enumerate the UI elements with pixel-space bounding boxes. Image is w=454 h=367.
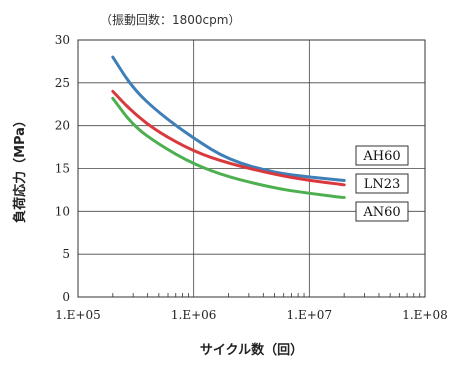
x-tick-label: 1.E+06 bbox=[171, 308, 217, 322]
y-tick-label: 10 bbox=[55, 204, 70, 218]
x-axis-label: サイクル数（回） bbox=[200, 342, 303, 358]
y-axis-label: 負荷応力（MPa） bbox=[12, 114, 28, 223]
legend-label-ah60: AH60 bbox=[362, 149, 400, 164]
series-lines bbox=[111, 55, 346, 200]
legend-box-an60 bbox=[355, 201, 409, 222]
x-tick-label: 1.E+05 bbox=[55, 308, 101, 322]
x-tick-label: 1.E+07 bbox=[287, 308, 333, 322]
legend-label-an60: AN60 bbox=[362, 205, 400, 220]
legend-box-ah60 bbox=[355, 145, 409, 166]
y-tick-label: 15 bbox=[55, 162, 70, 176]
legend-label-ln23: LN23 bbox=[364, 177, 401, 192]
legend: AH60 LN23 AN60 bbox=[355, 145, 409, 222]
series-line-ln23 bbox=[111, 89, 346, 187]
plot-area bbox=[77, 39, 426, 298]
legend-box-ln23 bbox=[355, 173, 409, 194]
chart-subtitle: （振動回数：1800cpm） bbox=[100, 12, 240, 27]
y-tick-labels: 0 5 10 15 20 25 30 bbox=[55, 33, 70, 304]
series-line-ah60 bbox=[111, 55, 346, 182]
series-line-an60 bbox=[111, 96, 346, 200]
x-tick-labels: 1.E+05 1.E+06 1.E+07 1.E+08 bbox=[55, 308, 448, 322]
y-tick-label: 0 bbox=[62, 290, 70, 304]
y-tick-label: 20 bbox=[55, 119, 70, 133]
y-tick-label: 30 bbox=[55, 33, 70, 47]
x-tick-label: 1.E+08 bbox=[402, 308, 448, 322]
y-tick-label: 5 bbox=[62, 247, 70, 261]
y-tick-label: 25 bbox=[55, 76, 70, 90]
x-minor-ticks bbox=[112, 293, 421, 297]
